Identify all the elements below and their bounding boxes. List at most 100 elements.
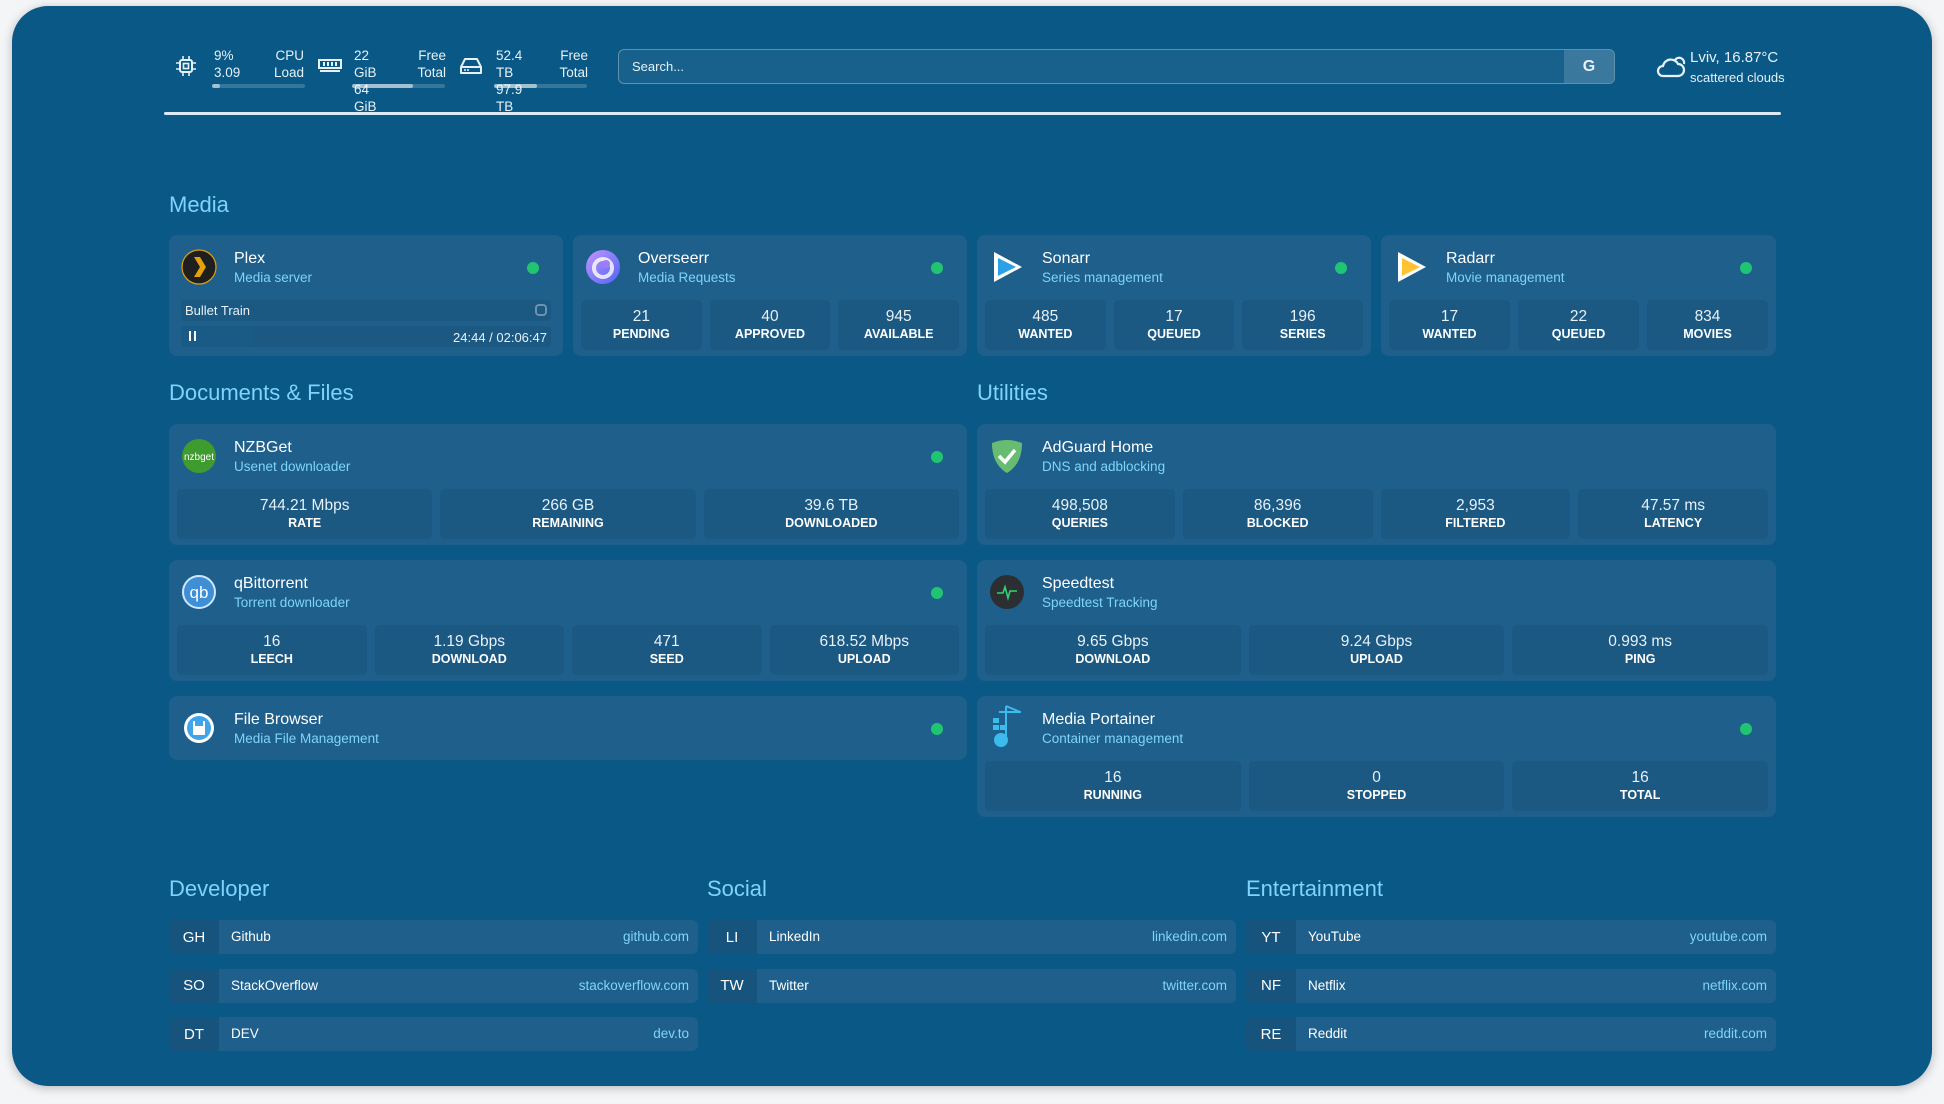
now-playing-progress[interactable]: 24:44 / 02:06:47 — [181, 326, 551, 347]
service-description: Media server — [234, 270, 313, 285]
stat-value: 16 — [1104, 769, 1122, 786]
service-card-overseerr[interactable]: Overseerr Media Requests 21 PENDING 40 APPROV… — [573, 235, 967, 356]
stat-label: WANTED — [1018, 327, 1073, 341]
stat-pending: 21 PENDING — [581, 300, 702, 350]
stat-leech: 16 LEECH — [177, 625, 367, 675]
service-name: NZBGet — [234, 439, 292, 456]
bookmark-name: Reddit — [1308, 1026, 1348, 1041]
memory-icon — [318, 59, 342, 72]
bookmark-youtube[interactable]: YT YouTube youtube.com — [1246, 920, 1776, 954]
stat-downloaded: 39.6 TB DOWNLOADED — [703, 489, 959, 539]
service-description: Usenet downloader — [234, 459, 351, 474]
service-name: File Browser — [234, 711, 323, 728]
service-card-qbittorrent[interactable]: qb qBittorrent Torrent downloader 16 LEECH 1.… — [169, 560, 967, 681]
pause-icon[interactable] — [189, 331, 196, 341]
speedtest-icon — [989, 574, 1025, 610]
group-heading-utilities: Utilities — [977, 380, 1048, 405]
search-box: G — [618, 49, 1615, 84]
service-description: Media File Management — [234, 731, 379, 746]
stat-label: DOWNLOAD — [431, 652, 507, 666]
portainer-icon — [989, 704, 1025, 747]
stat-label: DOWNLOAD — [1075, 652, 1151, 666]
stat-label: QUEUED — [1551, 327, 1606, 341]
disk-icon — [460, 58, 482, 74]
stat-label: MOVIES — [1683, 327, 1732, 341]
bookmark-abbr: TW — [707, 968, 757, 1003]
bookmark-abbr: DT — [169, 1017, 219, 1051]
service-card-radarr[interactable]: Radarr Movie management 17 WANTED 22 QUEUED 83… — [1381, 235, 1776, 356]
bookmark-dev[interactable]: DT DEV dev.to — [169, 1017, 698, 1051]
service-card-plex[interactable]: Plex Media server Bullet Train 24:44 / 02:0… — [169, 235, 563, 356]
service-name: Overseerr — [638, 250, 710, 267]
service-card-sonarr[interactable]: Sonarr Series management 485 WANTED 17 QUEUED… — [977, 235, 1371, 356]
service-description: Speedtest Tracking — [1042, 595, 1158, 610]
service-stats: 9.65 Gbps DOWNLOAD 9.24 Gbps UPLOAD 0.993 ms… — [985, 625, 1769, 675]
group-heading-entertainment: Entertainment — [1246, 876, 1383, 901]
service-description: Media Requests — [638, 270, 736, 285]
group-heading-developer: Developer — [169, 876, 270, 901]
stat-wanted: 485 WANTED — [985, 300, 1106, 350]
bookmark-url: youtube.com — [1689, 929, 1767, 944]
stat-label: LEECH — [250, 652, 293, 666]
service-description: Movie management — [1446, 270, 1565, 285]
stat-upload: 618.52 Mbps UPLOAD — [769, 625, 959, 675]
bookmark-stackoverflow[interactable]: SO StackOverflow stackoverflow.com — [169, 968, 698, 1003]
service-card-filebrowser[interactable]: File Browser Media File Management — [169, 696, 967, 760]
stat-queued: 22 QUEUED — [1518, 300, 1639, 350]
service-description: Torrent downloader — [234, 595, 350, 610]
stat-value: 2,953 — [1455, 497, 1495, 514]
service-stats: 21 PENDING 40 APPROVED 945 AVAILABLE — [581, 300, 960, 350]
memory-usage-bar — [352, 84, 445, 88]
status-dot — [931, 451, 943, 463]
stat-stopped: 0 STOPPED — [1248, 761, 1505, 811]
stream-info-icon[interactable] — [535, 304, 547, 316]
service-name: qBittorrent — [234, 575, 308, 592]
search-google-button[interactable]: G — [1564, 50, 1614, 83]
stat-filtered: 2,953 FILTERED — [1380, 489, 1571, 539]
stat-running: 16 RUNNING — [985, 761, 1241, 811]
search-input[interactable] — [619, 50, 1559, 83]
bookmark-github[interactable]: GH Github github.com — [169, 920, 698, 954]
bookmark-url: linkedin.com — [1151, 929, 1227, 944]
stat-label: QUERIES — [1051, 516, 1108, 530]
plex-icon — [181, 249, 217, 285]
filebrowser-icon — [181, 710, 217, 746]
stat-value: 1.19 Gbps — [433, 633, 506, 650]
service-description: Series management — [1042, 270, 1163, 285]
stat-label: UPLOAD — [1350, 652, 1403, 666]
service-card-speedtest[interactable]: Speedtest Speedtest Tracking 9.65 Gbps DOWN… — [977, 560, 1776, 681]
stat-label: APPROVED — [734, 327, 806, 341]
sonarr-icon — [989, 249, 1025, 285]
bookmark-url: github.com — [622, 929, 689, 944]
stat-movies: 834 MOVIES — [1647, 300, 1768, 350]
stat-label: LATENCY — [1644, 516, 1703, 530]
stat-label: RUNNING — [1083, 788, 1142, 802]
disk-labels: Free Total — [559, 48, 588, 80]
stat-value: 39.6 TB — [804, 497, 859, 514]
stat-value: 196 — [1289, 308, 1316, 325]
service-card-adguard[interactable]: AdGuard Home DNS and adblocking 498,508 QUE… — [977, 424, 1776, 545]
stat-rate: 744.21 Mbps RATE — [177, 489, 433, 539]
bookmark-twitter[interactable]: TW Twitter twitter.com — [707, 968, 1236, 1003]
bookmark-reddit[interactable]: RE Reddit reddit.com — [1246, 1017, 1776, 1051]
bookmark-abbr: SO — [169, 968, 219, 1003]
status-dot — [931, 587, 943, 599]
bookmark-abbr: YT — [1246, 920, 1296, 954]
stat-total: 16 TOTAL — [1512, 761, 1769, 811]
bookmark-netflix[interactable]: NF Netflix netflix.com — [1246, 968, 1776, 1003]
weather-location-temp: Lviv, 16.87°C — [1690, 49, 1779, 66]
stat-value: 485 — [1032, 308, 1059, 325]
service-card-nzbget[interactable]: nzbget NZBGet Usenet downloader 744.21 Mbps… — [169, 424, 967, 545]
stat-wanted: 17 WANTED — [1389, 300, 1510, 350]
stat-ping: 0.993 ms PING — [1512, 625, 1769, 675]
bookmark-name: Twitter — [769, 977, 809, 993]
stat-value: 498,508 — [1051, 497, 1108, 514]
stat-value: 40 — [761, 308, 779, 325]
stat-blocked: 86,396 BLOCKED — [1182, 489, 1373, 539]
cloud-sun-icon — [1656, 56, 1686, 78]
status-dot — [1740, 262, 1752, 274]
playback-progress-fill — [181, 326, 254, 347]
service-card-portainer[interactable]: Media Portainer Container management 16 RUN… — [977, 696, 1776, 817]
bookmark-linkedin[interactable]: LI LinkedIn linkedin.com — [707, 920, 1236, 954]
stat-download: 9.65 Gbps DOWNLOAD — [985, 625, 1241, 675]
